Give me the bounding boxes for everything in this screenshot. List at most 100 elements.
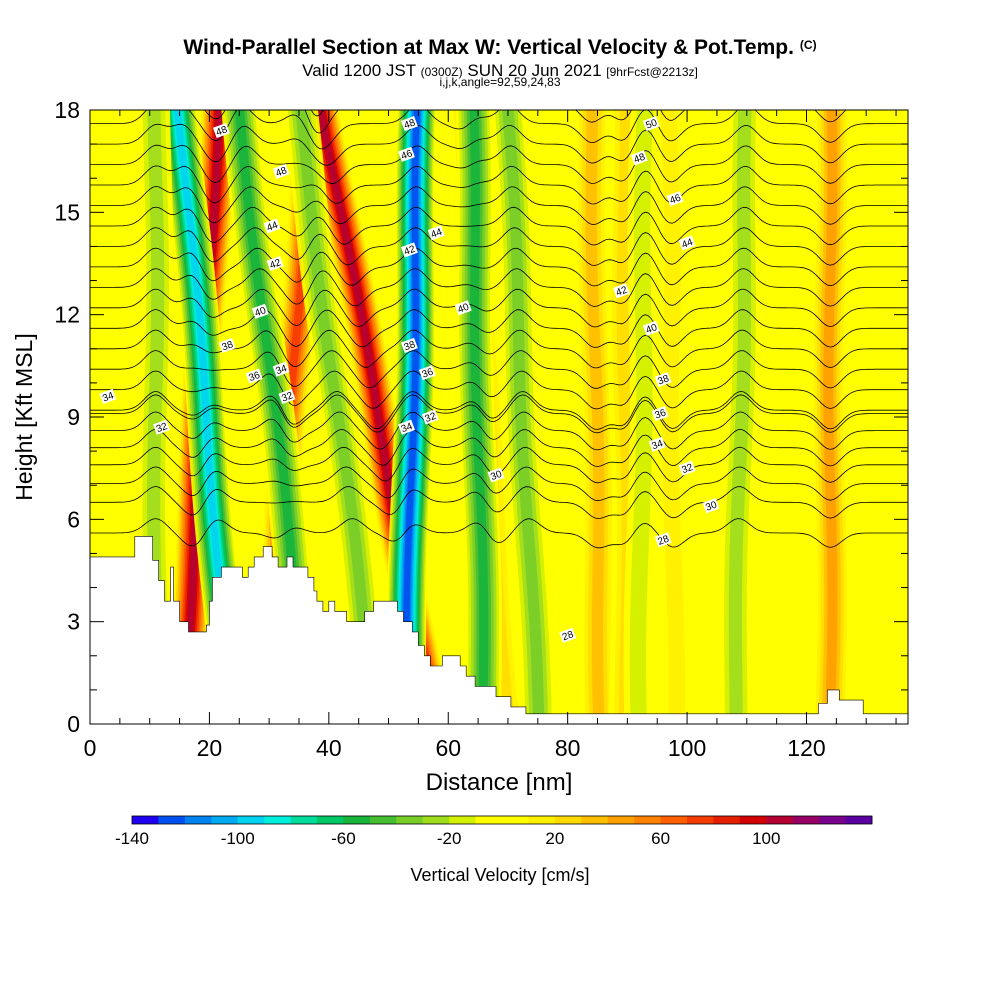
- contour-label: 34: [398, 419, 415, 435]
- x-axis-label: Distance [nm]: [426, 769, 573, 796]
- contour-label-box: [559, 627, 577, 643]
- contour-label: 32: [278, 388, 296, 405]
- isentrope-line: [90, 268, 908, 307]
- y-tick-label: 12: [54, 302, 80, 328]
- isentrope-line: [90, 247, 908, 287]
- velocity-band: [317, 110, 439, 724]
- colorbar-swatch: [687, 816, 714, 824]
- isentrope-line: [90, 350, 908, 389]
- isentrope-line: [90, 206, 908, 246]
- x-tick-label: 100: [668, 735, 706, 761]
- contour-label: 44: [427, 225, 445, 241]
- contour-label: 32: [421, 409, 439, 425]
- contour-label-box: [678, 460, 696, 476]
- contour-label: 42: [400, 242, 418, 258]
- velocity-band: [629, 110, 654, 724]
- copyright-mark: (C): [799, 38, 817, 52]
- colorbar-swatch: [343, 816, 371, 824]
- contour-label-box: [278, 388, 296, 405]
- colorbar-swatch: [158, 816, 186, 824]
- velocity-band: [728, 110, 752, 724]
- contour-label: 36: [245, 368, 263, 384]
- contour-label-text: 48: [403, 117, 418, 131]
- contour-label: 40: [642, 320, 660, 336]
- contour-label: 28: [654, 532, 672, 548]
- contour-label-box: [642, 116, 660, 132]
- contour-label: 38: [654, 371, 672, 388]
- contour-label-box: [642, 320, 660, 336]
- isentrope-line: [90, 288, 908, 328]
- colorbar-swatch: [845, 816, 873, 824]
- contour-label-text: 42: [268, 257, 283, 271]
- valid-utc: (0300Z): [420, 65, 463, 79]
- contour-label-text: 32: [280, 390, 295, 404]
- colorbar-swatch: [581, 816, 609, 824]
- contour-label-text: 44: [430, 227, 445, 241]
- contour-label-box: [400, 242, 418, 258]
- velocity-band: [403, 110, 420, 724]
- x-tick-label: 80: [555, 735, 581, 761]
- contour-label-box: [654, 371, 672, 388]
- colorbar-tick-label: -100: [221, 829, 255, 848]
- contour-label: 32: [153, 419, 171, 435]
- contour-label-box: [398, 146, 415, 162]
- contour-label-box: [666, 191, 684, 207]
- contour-label-box: [418, 365, 436, 381]
- forecast-info: [9hrFcst@2213z]: [606, 65, 698, 79]
- contour-label-box: [263, 218, 281, 234]
- contour-label-text: 38: [403, 339, 418, 353]
- isentrope-line: [90, 428, 908, 467]
- isentrope-line: [90, 411, 908, 451]
- contour-label-text: 36: [653, 407, 668, 421]
- contour-label: 44: [678, 235, 696, 251]
- contour-label-text: 48: [633, 152, 648, 166]
- contour-label: 48: [272, 163, 290, 179]
- contour-label: 50: [642, 116, 660, 132]
- colorbar-swatch: [502, 816, 529, 824]
- contour-label-box: [218, 337, 236, 353]
- colorbar-swatch: [264, 816, 291, 824]
- contour-label-text: 40: [456, 302, 471, 316]
- velocity-band: [469, 110, 489, 724]
- colorbar-swatch: [396, 816, 424, 824]
- x-tick-label: 0: [84, 735, 97, 761]
- contour-label: 30: [702, 498, 720, 514]
- contour-label-text: 34: [101, 390, 116, 404]
- contour-label: 46: [666, 191, 684, 207]
- colorbar-swatch: [184, 816, 212, 824]
- contour-label-text: 42: [615, 285, 630, 299]
- contour-label-box: [678, 235, 696, 251]
- contour-label-box: [421, 409, 439, 425]
- velocity-band: [585, 110, 605, 724]
- y-tick-label: 6: [67, 506, 80, 532]
- colorbar-swatch: [713, 816, 741, 824]
- isentrope-line: [90, 486, 908, 520]
- y-tick-label: 15: [54, 199, 80, 225]
- colorbar-swatch: [290, 816, 318, 824]
- colorbar: -140 -100 -60 -20 20 60 100: [115, 815, 873, 848]
- colorbar-swatch: [132, 816, 159, 824]
- contour-label-text: 44: [265, 220, 280, 234]
- contour-label: 36: [418, 365, 436, 381]
- contour-label-text: 28: [656, 534, 671, 548]
- contour-label-box: [454, 300, 472, 316]
- contour-label-text: 48: [215, 124, 230, 138]
- colorbar-tick-label: -60: [331, 829, 356, 848]
- contour-label-text: 40: [253, 305, 268, 319]
- contour-label-box: [251, 303, 269, 319]
- contour-label-text: 32: [155, 421, 170, 435]
- colorbar-label: Vertical Velocity [cm/s]: [410, 865, 589, 885]
- chart-title-text: Wind-Parallel Section at Max W: Vertical…: [183, 36, 794, 59]
- isentrope-line: [90, 123, 908, 166]
- y-tick-label: 18: [54, 97, 80, 123]
- contour-label: 44: [263, 218, 281, 234]
- chart-subtitle: Valid 1200 JST (0300Z) SUN 20 Jun 2021 […: [0, 61, 1000, 81]
- contour-label-text: 36: [247, 370, 262, 384]
- contour-label-text: 28: [561, 629, 576, 643]
- contour-label-text: 48: [274, 165, 289, 179]
- isentrope-line: [90, 466, 908, 502]
- terrain-mask: [90, 536, 908, 724]
- contour-label-box: [487, 467, 505, 483]
